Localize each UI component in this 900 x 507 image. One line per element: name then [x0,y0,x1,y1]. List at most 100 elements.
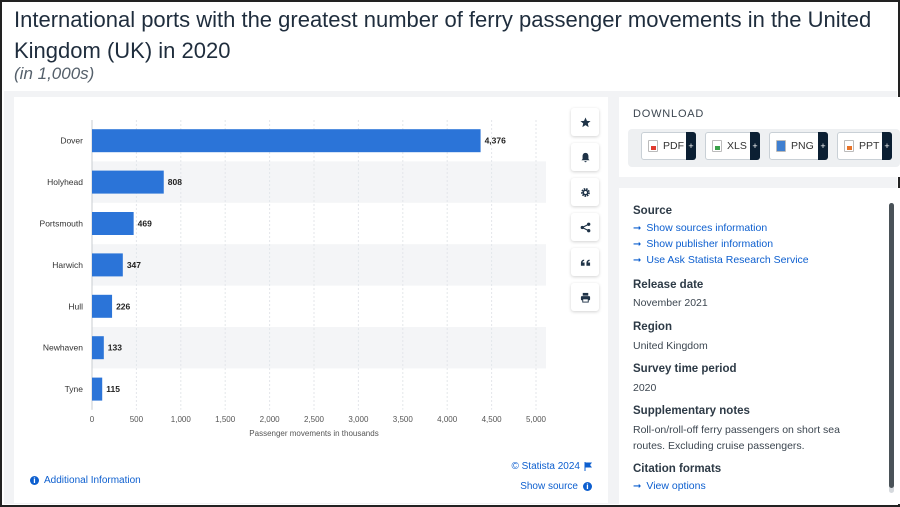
ask-statista-label: Use Ask Statista Research Service [646,254,809,266]
view-options-link[interactable]: ➞ View options [633,480,706,492]
copyright-text: © Statista 2024 [511,461,580,472]
category-label: Portsmouth [40,219,84,229]
plus-icon: + [882,132,892,160]
source-heading: Source [633,205,672,217]
category-label: Hull [68,301,83,311]
cite-button[interactable] [571,248,599,276]
download-heading: DOWNLOAD [633,108,705,120]
plus-icon: + [818,132,828,160]
arrow-right-icon: ➞ [633,222,642,234]
category-label: Dover [60,136,83,146]
x-axis-label: Passenger movements in thousands [249,429,378,438]
x-tick-label: 1,500 [215,415,236,424]
x-tick-label: 4,500 [482,415,503,424]
category-label: Newhaven [43,343,83,353]
download-ppt-button[interactable]: PPT + [837,132,892,160]
download-png-button[interactable]: PNG + [769,132,828,160]
chart-card: 0 500 1,000 1,500 2,000 2,500 3,000 3,500 4,000 4… [14,97,608,503]
bar [92,294,113,318]
show-sources-link[interactable]: ➞ Show sources information [633,222,767,234]
region-heading: Region [633,321,672,333]
bar [92,129,481,153]
x-tick-label: 2,000 [260,415,281,424]
release-date-heading: Release date [633,279,704,291]
png-label: PNG [791,140,814,152]
title-line-1: International ports with the greatest nu… [14,7,872,32]
bar [92,170,164,194]
value-label: 226 [116,301,130,311]
view-options-label: View options [646,480,706,492]
settings-button[interactable] [571,178,599,206]
pdf-label: PDF [663,140,684,152]
value-label: 115 [106,384,120,394]
page-subtitle: (in 1,000s) [14,64,95,83]
favorite-button[interactable] [571,108,599,136]
region-value: United Kingdom [633,340,708,352]
category-label: Harwich [52,260,83,270]
download-buttons: PDF + XLS + PNG + PPT + [628,129,900,167]
arrow-right-icon: ➞ [633,238,642,250]
bar [92,377,103,401]
x-tick-label: 4,000 [437,415,458,424]
x-tick-label: 3,500 [393,415,414,424]
show-sources-label: Show sources information [646,222,768,234]
ppt-label: PPT [859,140,880,152]
download-xls-button[interactable]: XLS + [705,132,760,160]
show-publisher-label: Show publisher information [646,238,774,250]
bar [92,253,123,277]
release-date-value: November 2021 [633,297,708,309]
plus-icon: + [686,132,696,160]
page-title: International ports with the greatest nu… [14,4,898,66]
png-file-icon [776,140,786,152]
show-source-label: Show source [520,481,578,492]
arrow-right-icon: ➞ [633,480,642,492]
download-panel: DOWNLOAD PDF + XLS + PNG + PPT + [619,97,900,177]
arrow-right-icon: ➞ [633,254,642,266]
show-publisher-link[interactable]: ➞ Show publisher information [633,238,773,250]
share-button[interactable] [571,213,599,241]
additional-information-link[interactable]: i Additional Information [30,475,141,486]
supplementary-notes-value: Roll-on/roll-off ferry passengers on sho… [633,424,840,452]
star-icon [579,116,591,127]
info-icon: i [583,482,592,491]
notification-button[interactable] [571,143,599,171]
gear-icon [580,187,590,197]
info-scrollbar-thumb[interactable] [889,203,894,488]
flag-icon [584,462,592,471]
share-icon [580,222,590,232]
value-label: 469 [138,219,152,229]
title-line-2: Kingdom (UK) in 2020 [14,38,231,63]
survey-period-heading: Survey time period [633,363,737,375]
pdf-file-icon [648,140,658,152]
info-icon: i [30,476,39,485]
xls-label: XLS [727,140,747,152]
x-tick-label: 500 [130,415,144,424]
ppt-file-icon [844,140,854,152]
statista-copyright[interactable]: © Statista 2024 [511,461,592,472]
bar-chart: 0 500 1,000 1,500 2,000 2,500 3,000 3,500 4,000 4… [40,120,547,438]
bell-icon [580,152,590,162]
value-label: 347 [127,260,141,270]
show-source-link[interactable]: Show source i [520,481,592,492]
category-label: Holyhead [47,177,83,187]
supplementary-notes-heading: Supplementary notes [633,405,750,417]
row-band [92,327,546,369]
row-band [92,244,546,286]
plus-icon: + [750,132,760,160]
value-label: 808 [168,177,182,187]
x-tick-label: 5,000 [526,415,547,424]
quote-icon [580,259,590,266]
x-tick-label: 1,000 [171,415,192,424]
print-button[interactable] [571,283,599,311]
value-label: 133 [108,343,122,353]
additional-information-label: Additional Information [44,475,141,486]
download-pdf-button[interactable]: PDF + [641,132,696,160]
citation-formats-heading: Citation formats [633,463,722,475]
bar [92,212,134,235]
survey-period-value: 2020 [633,382,657,394]
xls-file-icon [712,140,722,152]
ask-statista-link[interactable]: ➞ Use Ask Statista Research Service [633,254,809,266]
bar [92,336,104,360]
print-icon [580,292,590,303]
category-label: Tyne [65,384,84,394]
